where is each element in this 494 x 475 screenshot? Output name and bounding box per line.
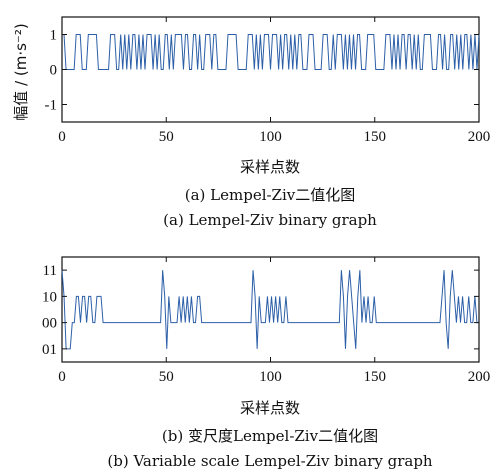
x-tick-label: 0 [58,369,66,385]
axis-ticks-a [61,17,480,122]
caption-a-cn: (a) Lempel-Ziv二值化图 [185,186,356,204]
y-tick-label: 10 [42,289,57,305]
caption-b-cn: (b) 变尺度Lempel-Ziv二值化图 [162,427,378,445]
y-tick-label: 1 [50,28,58,44]
x-tick-label: 50 [159,129,174,145]
y-tick-label: 11 [43,263,57,279]
series-a-polyline [62,34,480,70]
x-tick-label: 100 [259,369,282,385]
y-tick-label: 01 [42,342,57,358]
x-tick-labels-a: 0 50 100 150 200 [58,129,490,145]
x-tick-label: 150 [364,369,387,385]
axis-ticks-b [61,257,480,362]
x-tick-label: 200 [468,369,491,385]
y-tick-labels-a: -1 0 1 [45,28,58,114]
x-tick-label: 0 [58,129,66,145]
x-tick-label: 150 [364,129,387,145]
x-tick-label: 200 [468,129,491,145]
y-tick-label: 0 [50,63,58,79]
x-tick-label: 100 [259,129,282,145]
y-axis-label-a: 幅值 / (m·s⁻²) [12,23,30,120]
panel-b: 0 50 100 150 200 01 00 10 11 采样点数 (b) 变尺度Lempel… [42,256,490,470]
y-tick-labels-b: 01 00 10 11 [42,263,57,358]
x-tick-labels-b: 0 50 100 150 200 [58,369,490,385]
caption-b-en: (b) Variable scale Lempel-Ziv binary gra… [107,452,433,470]
x-axis-label-a: 采样点数 [240,158,300,176]
x-axis-label-b: 采样点数 [240,399,300,417]
panel-a: 0 50 100 150 200 -101 幅值 / (m·s⁻²) 采样点数 (a) … [12,16,490,229]
y-tick-label: -1 [45,98,58,114]
y-tick-label: 00 [42,316,57,332]
series-line-a [62,34,480,70]
series-b-polyline [61,270,479,350]
series-line-b [61,270,479,350]
caption-a-en: (a) Lempel-Ziv binary graph [163,211,377,229]
x-tick-label: 50 [159,369,174,385]
